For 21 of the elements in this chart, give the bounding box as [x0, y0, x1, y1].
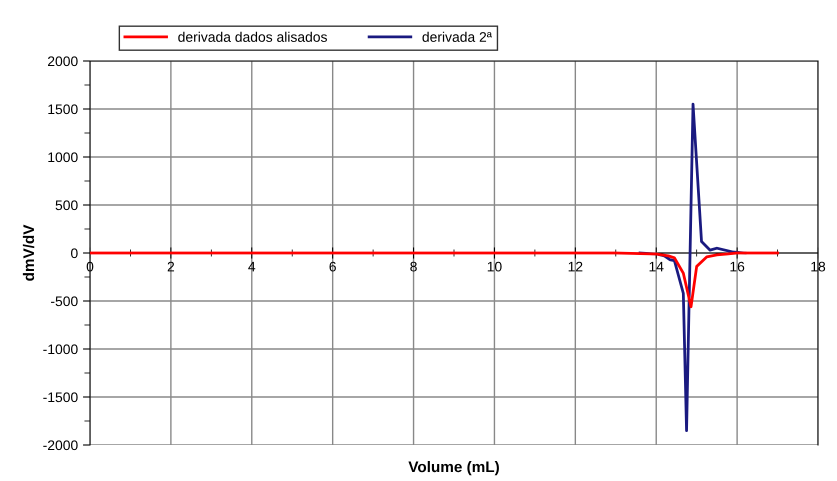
- x-axis-title: Volume (mL): [408, 460, 499, 476]
- y-tick-label: 1500: [48, 104, 78, 114]
- x-tick-label: 10: [488, 262, 502, 272]
- y-tick-label: 2000: [48, 56, 78, 66]
- y-axis-title: dmV/dV: [22, 224, 34, 281]
- y-tick-label: -500: [51, 296, 78, 306]
- x-tick-label: 16: [730, 262, 744, 272]
- x-tick-label: 14: [650, 262, 664, 272]
- y-tick-label: 1000: [48, 152, 78, 162]
- y-tick-label: -1000: [43, 344, 78, 354]
- x-tick-label: 8: [410, 262, 417, 272]
- x-tick-label: 6: [330, 262, 336, 272]
- y-tick-label: -1500: [43, 392, 78, 402]
- x-tick-label: 2: [168, 262, 174, 272]
- x-tick-label: 4: [248, 262, 256, 272]
- legend-label: derivada dados alisados: [178, 32, 327, 42]
- x-tick-label: 12: [568, 262, 582, 272]
- y-tick-label: 500: [56, 200, 78, 210]
- legend-label: derivada 2ª: [422, 32, 492, 42]
- y-tick-label: -2000: [43, 440, 78, 450]
- y-tick-label: 0: [71, 248, 78, 258]
